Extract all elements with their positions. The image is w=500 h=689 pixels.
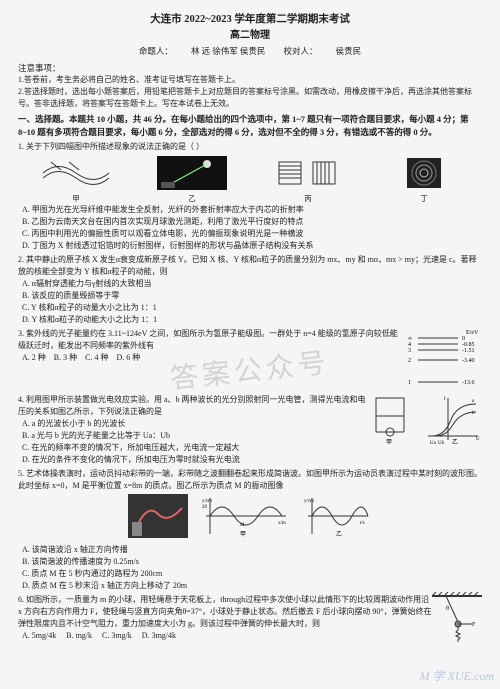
svg-text:y/cm: y/cm — [202, 499, 212, 504]
svg-text:3: 3 — [408, 348, 411, 354]
q1-figure-row — [18, 155, 482, 191]
q4-opt-d: D. 在光的条件不变化的情况下，所加电压为零时就没有光电流 — [18, 454, 372, 466]
q6-opt-a: A. 5mg/4k — [22, 631, 56, 640]
q1-opt-b: B. 乙图为云南天文台在国内首次实现月球激光测距，利用了激光平行度好的特点 — [18, 216, 482, 228]
checker: 侯贵民 — [336, 46, 362, 56]
svg-text:Ub: Ub — [438, 441, 445, 446]
checker-label: 校对人： — [284, 46, 318, 56]
svg-text:-1.51: -1.51 — [462, 348, 475, 354]
q4-opt-c: C. 在光的频率不变的情况下，所加电压越大，光电流一定越大 — [18, 442, 372, 454]
q5-opt-b: B. 该简谐波的传播速度为 0.25m/s — [18, 556, 482, 568]
q1-fig-label-a: 甲 — [72, 193, 80, 204]
q6-opt-c: C. 3mg/k — [102, 631, 132, 640]
q2-stem: 2. 其中静止的原子核 X 发生α衰变成新原子核 Y。已知 X 核、Y 核和α粒… — [18, 254, 482, 278]
q2-opt-a: A. α辐射穿透能力与γ射线的大致相当 — [18, 278, 482, 290]
q2-opt-d: D. Y 核和α粒子的动能大小之比为 1：1 — [18, 314, 482, 326]
svg-text:x/m: x/m — [278, 521, 286, 526]
q3-opt-d: D. 6 种 — [116, 353, 140, 362]
q6-figure: F θ — [432, 592, 482, 646]
svg-text:θ: θ — [446, 606, 449, 612]
q3-opt-a: A. 2 种 — [22, 353, 46, 362]
svg-text:y/cm: y/cm — [304, 499, 314, 504]
q4-opt-b: B. a 光与 b 光的光子能量之比等于 Ua：Ub — [18, 430, 372, 442]
svg-text:乙: 乙 — [336, 531, 342, 538]
q4-figures: 甲 Ua Ub a b 乙 U I — [372, 392, 482, 452]
q1-opt-a: A. 甲图为光在光导纤维中能发生全反射，光纤的外套折射率应大于内芯的折射率 — [18, 204, 482, 216]
q5-opt-a: A. 该简谐波沿 x 轴正方向传播 — [18, 544, 482, 556]
q1-fig-label-c: 丙 — [304, 193, 312, 204]
energy-axis-label: E/eV — [466, 330, 479, 336]
svg-text:乙: 乙 — [452, 439, 458, 446]
svg-text:1: 1 — [408, 380, 411, 386]
svg-text:甲: 甲 — [386, 439, 392, 446]
q3-opts: A. 2 种 B. 3 种 C. 4 种 D. 6 种 — [18, 352, 404, 364]
credits-row: 命题人： 林 远 徐伟军 侯贵民 校对人： 侯贵民 — [18, 45, 482, 58]
authors: 林 远 徐伟军 侯贵民 — [191, 46, 265, 56]
svg-text:U: U — [476, 437, 480, 442]
q1-opt-d: D. 丁图为 X 射线透过铝箔时的衍射图样，衍射图样的形状与晶体原子结构没有关系 — [18, 240, 482, 252]
section-1-head: 一、选择题。本题共 10 小题，共 46 分。在每小题给出的四个选项中，第 1~… — [18, 113, 482, 139]
q4-opt-a: A. a 的光波长小于 b 的光波长 — [18, 418, 372, 430]
svg-text:a: a — [472, 399, 475, 404]
svg-text:2: 2 — [408, 358, 411, 364]
q3-energy-diagram: E/eV ∞0 4-0.85 3-1.51 2-3.40 1-13.6 — [404, 326, 482, 392]
brand-watermark: M 学 XUE.com — [420, 667, 494, 685]
q5-photo — [128, 494, 188, 542]
notice-item-2: 2.答选择题时，选出每小题答案后，用铅笔把答题卡上对应题目的答案标号涂黑。如需改… — [18, 86, 482, 110]
svg-text:-13.6: -13.6 — [462, 380, 475, 386]
svg-text:M: M — [240, 523, 245, 528]
exam-subject: 高二物理 — [18, 28, 482, 43]
q1-fig-c — [273, 156, 343, 190]
q3-opt-c: C. 4 种 — [85, 353, 108, 362]
q6-stem: 6. 如图所示，一质量为 m 的小球，用轻绳悬于天花板上，through过程中多… — [18, 594, 432, 630]
svg-text:20: 20 — [202, 505, 208, 510]
notice-item-1: 1.答卷前，考生务必将自己的姓名、准考证号填写在答题卡上。 — [18, 74, 482, 86]
q2-opt-b: B. 该反应的质量毁损等于零 — [18, 290, 482, 302]
q3-opt-b: B. 3 种 — [54, 353, 77, 362]
q5-time-diagram: y/cm t/s 乙 — [302, 494, 372, 542]
svg-text:I: I — [444, 397, 446, 402]
q1-stem: 1. 关于下列四幅图中所描述现象的说法正确的是（ ） — [18, 141, 482, 153]
q5-wave-diagram: y/cm 20 M x/m 甲 — [200, 494, 290, 542]
q1-fig-label-b: 乙 — [188, 193, 196, 204]
svg-text:Ua: Ua — [430, 441, 437, 446]
q5-opt-d: D. 质点 M 在 5 秒末沿 x 轴正方向上移动了 20m — [18, 580, 482, 592]
q5-opt-c: C. 质点 M 在 5 秒内通过的路程为 200cm — [18, 568, 482, 580]
exam-title: 大连市 2022~2023 学年度第二学期期末考试 — [18, 12, 482, 28]
q1-fig-label-d: 丁 — [420, 193, 428, 204]
q1-fig-a — [41, 156, 111, 190]
q4-stem: 4. 利用图甲所示装置做光电效应实验。用 a、b 两种波长的光分别照射同一光电管… — [18, 394, 372, 418]
svg-text:-3.40: -3.40 — [462, 358, 475, 364]
notice-head: 注意事项： — [18, 62, 482, 75]
svg-text:甲: 甲 — [240, 531, 246, 538]
svg-text:F: F — [472, 622, 476, 628]
q2-opt-c: C. Y 核和α粒子的动量大小之比为 1：1 — [18, 302, 482, 314]
q1-opt-c: C. 丙图中利用光的偏振性质可以观看立体电影，光的偏振现象说明光是一种横波 — [18, 228, 482, 240]
q6-opt-b: B. mg/k — [66, 631, 92, 640]
q1-fig-labels: 甲 乙 丙 丁 — [18, 193, 482, 204]
q1-fig-b — [157, 156, 227, 190]
q6-opt-d: D. 3mg/4k — [142, 631, 176, 640]
q3-stem: 3. 紫外线的光子能量约在 3.11~124eV 之间，如图所示为氢原子能级图。… — [18, 328, 404, 352]
q1-fig-d — [389, 156, 459, 190]
q5-stem: 5. 艺术体操表演时，运动员抖动彩带的一端，彩带随之波翻翻卷起来形成简谐波。如图… — [18, 468, 482, 492]
svg-text:t/s: t/s — [360, 521, 365, 526]
q6-opts: A. 5mg/4k B. mg/k C. 3mg/k D. 3mg/4k — [18, 630, 432, 642]
authors-label: 命题人： — [139, 46, 173, 56]
